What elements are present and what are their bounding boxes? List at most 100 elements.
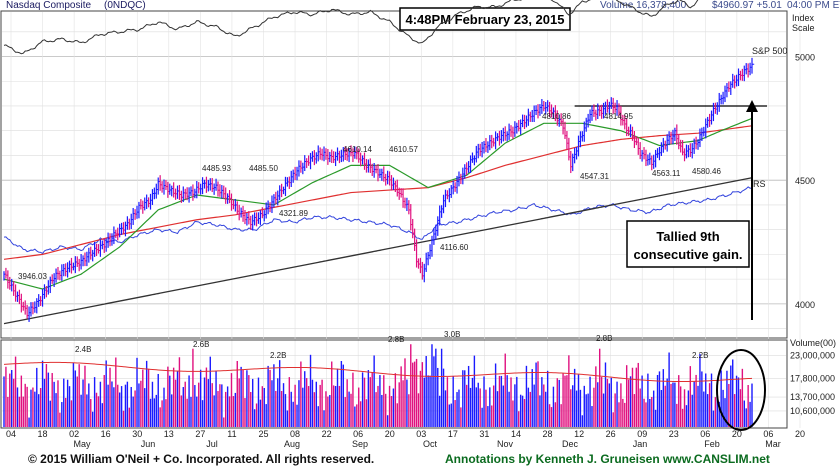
volume-bar xyxy=(14,356,17,427)
volume-annotation: 2.6B xyxy=(193,340,209,349)
volume-bar xyxy=(271,380,273,427)
volume-bar xyxy=(487,406,489,427)
volume-bar xyxy=(55,393,57,427)
volume-bar xyxy=(568,355,570,427)
volume-bar xyxy=(618,402,620,427)
volume-bar xyxy=(113,387,115,427)
volume-bar xyxy=(670,383,672,427)
volume-bar xyxy=(334,386,337,427)
volume-bar xyxy=(444,390,447,427)
price-annotation: 4580.46 xyxy=(692,167,721,176)
volume-bar xyxy=(546,370,549,427)
volume-bar xyxy=(631,367,634,427)
volume-bar xyxy=(255,403,258,427)
volume-bar xyxy=(91,411,94,427)
volume-bar xyxy=(454,400,456,427)
volume-bar xyxy=(579,389,582,427)
volume-bar xyxy=(101,403,104,427)
volume-bar xyxy=(575,390,578,427)
price-annotation: 4814.95 xyxy=(604,112,633,121)
volume-bar xyxy=(666,378,668,427)
volume-bar xyxy=(699,353,701,427)
x-tick-label: 28 xyxy=(543,429,553,439)
volume-bar xyxy=(242,369,244,427)
volume-bar xyxy=(714,397,717,427)
volume-bar xyxy=(169,375,171,427)
volume-bar xyxy=(180,395,183,427)
price-panel xyxy=(0,10,788,339)
volume-bar xyxy=(695,374,697,427)
volume-bar xyxy=(51,373,53,427)
callout-line-2: consecutive gain. xyxy=(633,247,742,262)
volume-bar xyxy=(47,372,50,427)
volume-bar xyxy=(342,364,344,427)
volume-bar xyxy=(732,359,734,427)
volume-bar xyxy=(469,387,472,427)
volume-bar xyxy=(450,403,452,427)
volume-bar xyxy=(74,370,77,427)
volume-bar xyxy=(38,394,40,427)
volume-bar xyxy=(494,363,497,427)
volume-bar xyxy=(423,377,425,427)
volume-bar xyxy=(381,394,383,427)
x-tick-label: 06 xyxy=(763,429,773,439)
volume-bar xyxy=(745,408,747,427)
volume-bar xyxy=(159,407,161,427)
volume-bar xyxy=(620,383,622,427)
volume-bar xyxy=(396,403,398,427)
x-tick-label: 06 xyxy=(700,429,710,439)
volume-bar xyxy=(697,385,699,427)
volume-bar xyxy=(743,400,745,427)
month-label: Dec xyxy=(562,439,579,449)
volume-bar xyxy=(693,381,695,427)
volume-bar xyxy=(153,398,156,427)
volume-bar xyxy=(633,394,636,427)
month-label: Nov xyxy=(497,439,514,449)
volume-bar xyxy=(383,375,385,427)
volume-bar xyxy=(435,348,437,427)
volume-tick-label: 13,700,000 xyxy=(790,392,835,402)
volume-bar xyxy=(514,384,516,427)
volume-bar xyxy=(597,382,599,427)
volume-bar xyxy=(361,372,364,427)
price-grid xyxy=(2,12,801,428)
volume-bar xyxy=(660,389,663,427)
volume-bar xyxy=(315,381,318,427)
volume-bar xyxy=(228,396,231,427)
volume-bar xyxy=(63,378,65,427)
volume-bar xyxy=(161,400,163,427)
volume-bar xyxy=(226,386,229,427)
volume-bar xyxy=(155,394,157,427)
chart-lines: S&P 500 RS xyxy=(3,0,787,325)
volume-bar xyxy=(196,396,198,427)
volume-bar xyxy=(302,387,304,427)
volume-bar xyxy=(99,381,102,427)
volume-bar xyxy=(278,360,281,427)
volume-bar xyxy=(182,387,184,427)
volume-bar xyxy=(651,396,653,427)
volume-bar xyxy=(307,386,310,427)
volume-bar xyxy=(421,362,424,427)
volume-bar xyxy=(604,362,607,427)
volume-annotation: 2.8B xyxy=(596,334,612,343)
volume-bar xyxy=(236,360,238,427)
volume-bar xyxy=(564,375,566,427)
volume-bar xyxy=(30,389,32,427)
volume-tick-label: 17,800,000 xyxy=(790,374,835,384)
volume-bar xyxy=(294,384,296,427)
price-annotation: 3946.03 xyxy=(18,272,47,281)
volume-bar xyxy=(136,357,138,427)
volume-bar xyxy=(105,360,107,427)
volume-bar xyxy=(537,361,539,427)
volume-bar xyxy=(400,366,402,427)
volume-bar xyxy=(346,379,348,427)
volume-bar xyxy=(427,375,429,427)
volume-bar xyxy=(483,376,485,427)
volume-bar xyxy=(556,378,558,427)
price-annotation: 4485.50 xyxy=(249,164,278,173)
volume-bar xyxy=(9,373,11,427)
volume-bar xyxy=(676,403,678,427)
volume-bar xyxy=(34,391,36,427)
volume-bar xyxy=(70,400,73,427)
volume-bar xyxy=(643,398,645,427)
